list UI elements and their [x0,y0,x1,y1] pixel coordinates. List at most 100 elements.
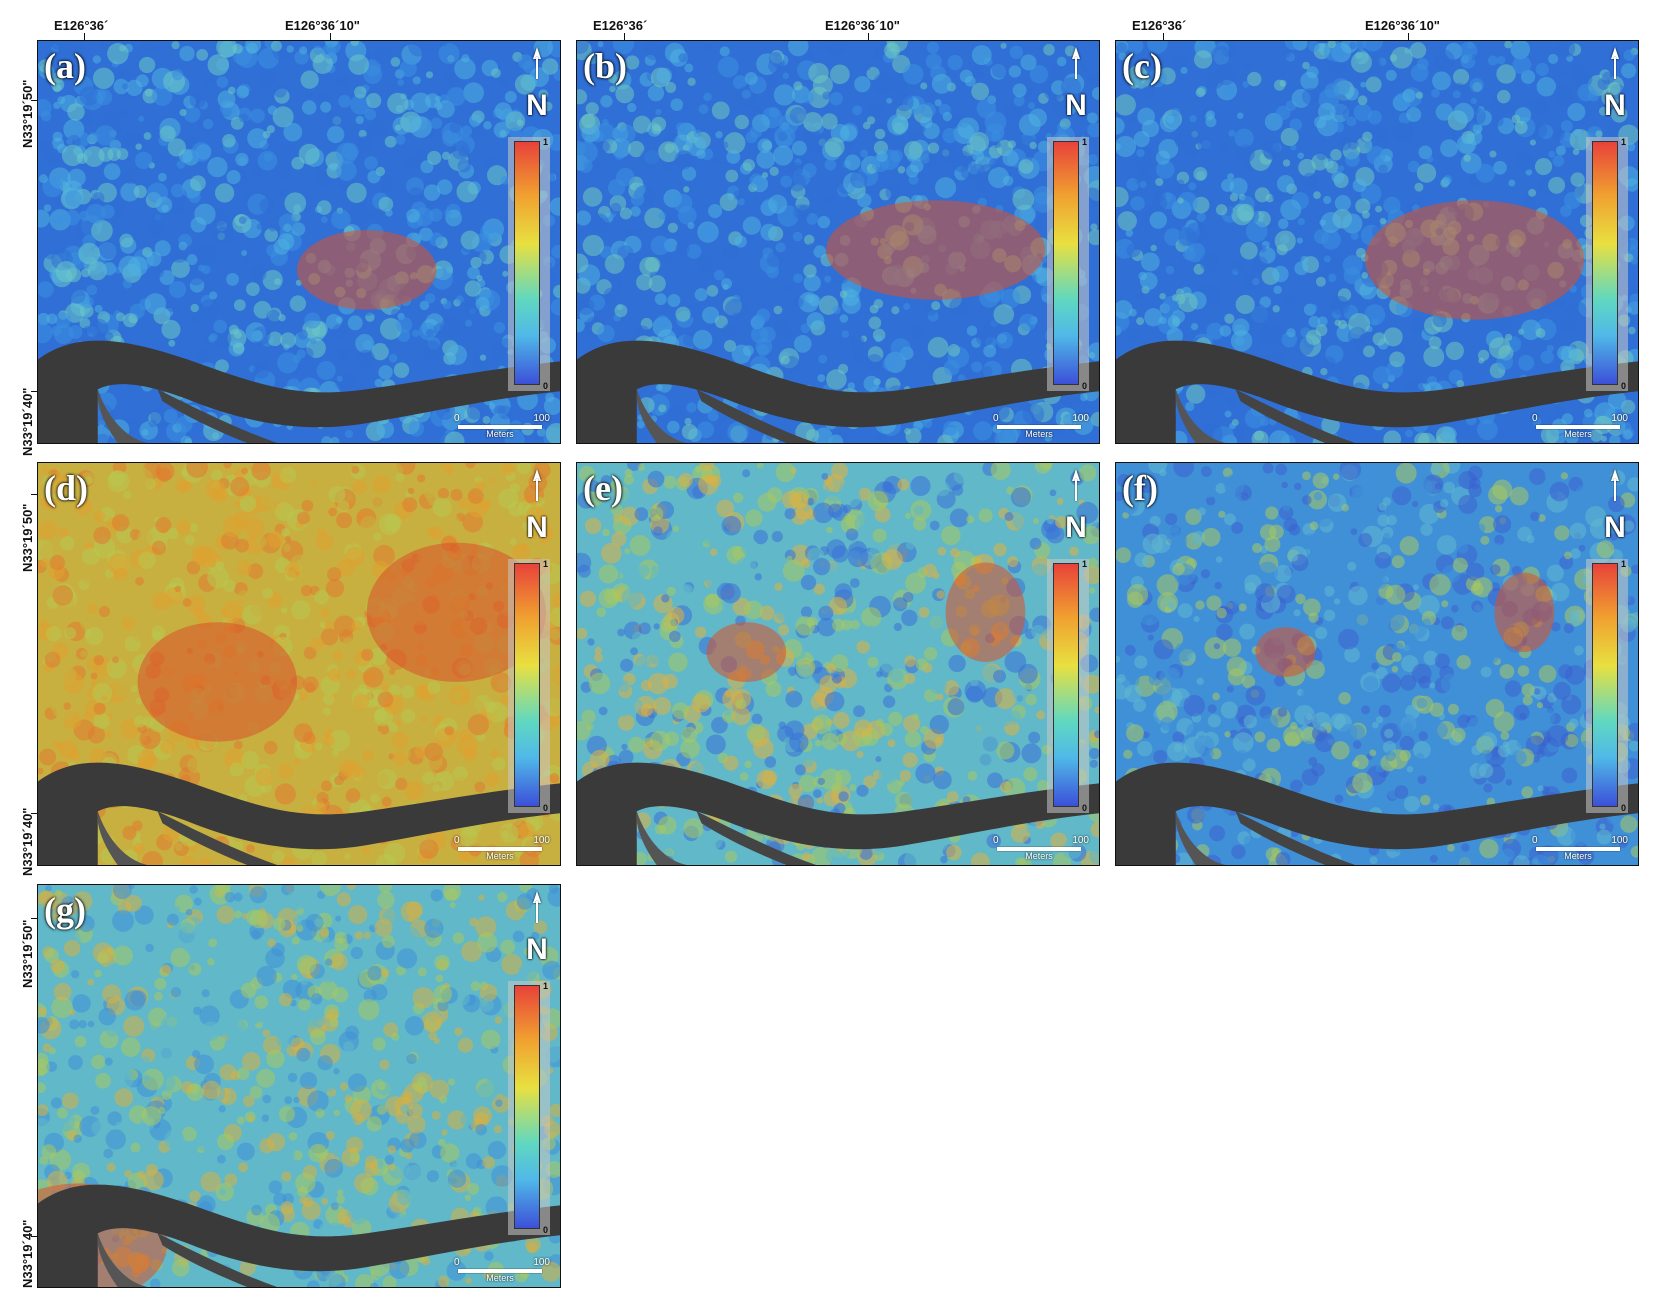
north-arrow-icon [1072,47,1080,59]
north-arrow-icon [1611,469,1619,481]
north-arrow-stem [1614,57,1616,79]
colorbar-min-label: 0 [1620,803,1626,813]
map-panel-d: (d) N 1 0 0 100 Meters [37,462,561,866]
scale-start-label: 0 [1532,413,1538,424]
scale-bar: 0 100 Meters [1532,413,1628,439]
scale-start-label: 0 [993,835,999,846]
panel-label: (a) [44,46,86,86]
scale-unit-label: Meters [1564,851,1592,861]
north-arrow-stem [1075,479,1077,501]
lon-label-c-1: E126°36´ [1132,18,1187,33]
scale-end-label: 100 [533,1257,550,1268]
colorbar-gradient [1592,563,1618,807]
lat-label-row1-2: N33°19´40" [20,387,35,456]
scale-bar-line [458,847,542,851]
colorbar-max-label: 1 [1620,559,1626,569]
north-arrow: N [1061,469,1091,553]
colorbar-gradient [514,563,540,807]
scale-start-label: 0 [454,1257,460,1268]
north-arrow-stem [536,901,538,923]
lat-tick [31,813,38,814]
lat-label-row2-1: N33°19´50" [20,503,35,572]
lon-label-a-2: E126°36´10" [285,18,360,33]
lon-tick [84,33,85,40]
lon-label-c-2: E126°36´10" [1365,18,1440,33]
scale-start-label: 0 [993,413,999,424]
north-arrow: N [522,469,552,553]
north-arrow-stem [536,57,538,79]
map-image [1116,41,1638,443]
lon-tick [868,33,869,40]
lat-tick [31,918,38,919]
colorbar-max-label: 1 [1081,559,1087,569]
north-arrow: N [522,891,552,975]
scale-end-label: 100 [533,835,550,846]
north-arrow: N [522,47,552,131]
map-image [577,463,1099,865]
colorbar-min-label: 0 [1081,803,1087,813]
scale-bar-line [997,425,1081,429]
north-label: N [1065,511,1087,544]
map-panel-a: (a) N 1 0 0 100 Meters [37,40,561,444]
scale-unit-label: Meters [1025,429,1053,439]
scale-start-label: 0 [454,413,460,424]
map-panel-g: (g) N 1 0 0 100 Meters [37,884,561,1288]
colorbar-max-label: 1 [1081,137,1087,147]
north-arrow-icon [533,891,541,903]
scale-end-label: 100 [1611,413,1628,424]
north-arrow: N [1061,47,1091,131]
colorbar-max-label: 1 [542,559,548,569]
north-arrow-icon [533,47,541,59]
scale-unit-label: Meters [1025,851,1053,861]
north-arrow: N [1600,469,1630,553]
colorbar-max-label: 1 [542,137,548,147]
panel-label: (e) [583,468,623,508]
scale-bar-line [1536,847,1620,851]
map-image [1116,463,1638,865]
scale-end-label: 100 [1072,835,1089,846]
scale-unit-label: Meters [486,1273,514,1283]
north-label: N [1604,511,1626,544]
scale-bar-line [1536,425,1620,429]
north-label: N [1604,89,1626,122]
map-image [577,41,1099,443]
map-panel-c: (c) N 1 0 0 100 Meters [1115,40,1639,444]
scale-bar: 0 100 Meters [454,835,550,861]
scale-bar: 0 100 Meters [993,835,1089,861]
map-panel-b: (b) N 1 0 0 100 Meters [576,40,1100,444]
scale-unit-label: Meters [486,429,514,439]
north-arrow-icon [1072,469,1080,481]
lon-tick [624,33,625,40]
scale-start-label: 0 [454,835,460,846]
colorbar-gradient [514,141,540,385]
north-arrow: N [1600,47,1630,131]
scale-bar: 0 100 Meters [454,1257,550,1283]
scale-bar: 0 100 Meters [1532,835,1628,861]
north-arrow-icon [533,469,541,481]
lat-tick [31,391,38,392]
scale-end-label: 100 [533,413,550,424]
north-label: N [526,511,548,544]
colorbar-max-label: 1 [1620,137,1626,147]
lon-label-b-1: E126°36´ [593,18,648,33]
colorbar-max-label: 1 [542,981,548,991]
north-label: N [526,89,548,122]
north-label: N [1065,89,1087,122]
lon-label-b-2: E126°36´10" [825,18,900,33]
colorbar-min-label: 0 [542,1225,548,1235]
scale-unit-label: Meters [1564,429,1592,439]
lat-label-row3-2: N33°19´40" [20,1219,35,1288]
colorbar-min-label: 0 [542,803,548,813]
panel-label: (b) [583,46,627,86]
panel-label: (c) [1122,46,1162,86]
colorbar-min-label: 0 [1620,381,1626,391]
lon-tick [1163,33,1164,40]
panel-label: (d) [44,468,88,508]
scale-bar-line [458,1269,542,1273]
lat-tick [31,100,38,101]
map-panel-f: (f) N 1 0 0 100 Meters [1115,462,1639,866]
lat-tick [31,1236,38,1237]
